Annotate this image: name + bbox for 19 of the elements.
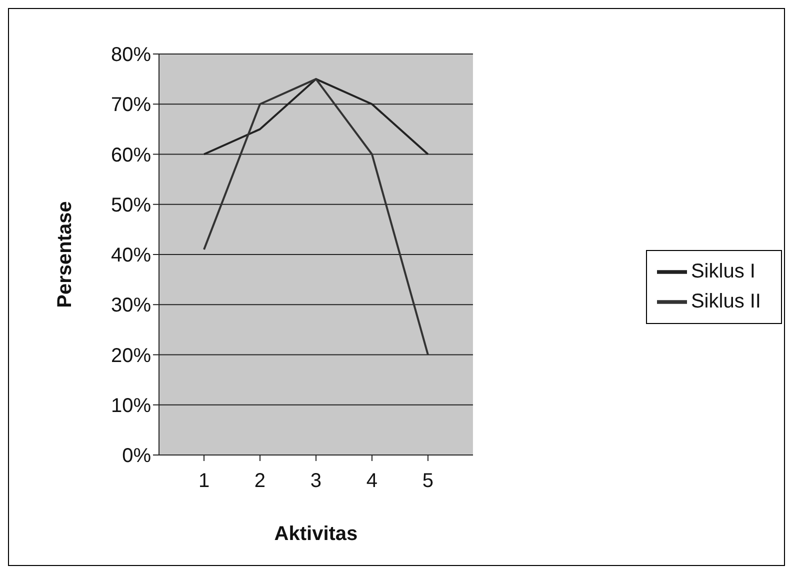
y-tick-label: 60% <box>110 144 152 166</box>
y-tick-label: 40% <box>110 244 152 267</box>
x-tick-label: 2 <box>254 470 266 492</box>
x-tick-label: 4 <box>366 470 378 492</box>
y-tick-label: 80% <box>110 44 152 66</box>
legend-label: Siklus II <box>690 290 761 312</box>
x-tick-label: 3 <box>310 470 322 492</box>
y-tick-label: 20% <box>110 344 152 367</box>
x-tick-label: 5 <box>422 470 434 492</box>
y-tick-label: 0% <box>122 445 152 468</box>
y-axis-title: Persentase <box>54 201 76 308</box>
legend-label: Siklus I <box>690 260 756 282</box>
y-tick-label: 30% <box>110 294 152 317</box>
y-tick-label: 50% <box>110 194 152 216</box>
x-tick-label: 1 <box>198 470 210 492</box>
y-tick-label: 70% <box>110 94 152 116</box>
y-tick-label: 10% <box>110 394 152 417</box>
line-series <box>203 78 429 356</box>
x-axis-title: Aktivitas <box>274 523 358 545</box>
